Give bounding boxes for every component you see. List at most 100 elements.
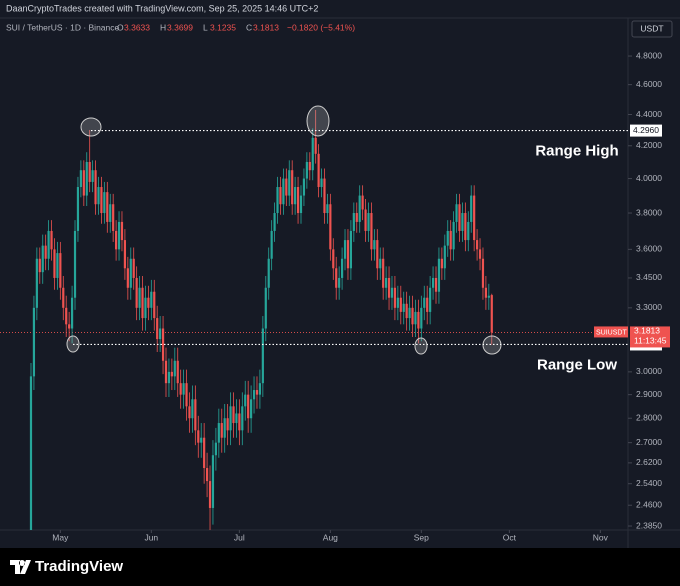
- legend-value: 3.1235: [210, 22, 236, 32]
- candle-body: [329, 204, 332, 250]
- candle-body: [402, 303, 405, 312]
- candle-body: [470, 195, 473, 222]
- candle-body: [238, 413, 241, 431]
- footer: [0, 548, 680, 586]
- y-tick-label: 2.4600: [636, 499, 662, 509]
- x-tick-label: Aug: [323, 532, 338, 542]
- candle-body: [349, 230, 352, 269]
- symbol-label: SUIUSDT: [596, 329, 627, 336]
- candle-body: [179, 383, 182, 395]
- legend-change: −0.1820 (−5.41%): [287, 22, 355, 32]
- logo: TradingView: [35, 558, 123, 575]
- candle-body: [335, 268, 338, 288]
- legend-value: 3.1813: [253, 22, 279, 32]
- candle-body: [100, 187, 103, 214]
- candle-body: [393, 287, 397, 308]
- candle-body: [426, 297, 429, 312]
- candle-body: [458, 204, 461, 231]
- y-tick-label: 2.7000: [636, 437, 662, 447]
- y-tick-label: 2.5400: [636, 478, 662, 488]
- candle-body: [135, 277, 138, 308]
- candle-body: [473, 195, 476, 241]
- candle-body: [332, 249, 335, 269]
- candle-body: [229, 406, 232, 431]
- y-tick-label: 2.6200: [636, 457, 662, 467]
- candle-body: [91, 170, 94, 182]
- candle-body: [361, 195, 364, 210]
- candle-body: [208, 481, 212, 508]
- candle-body: [97, 187, 100, 205]
- candle-body: [270, 230, 273, 259]
- candle-body: [338, 277, 341, 288]
- candle-body: [167, 371, 171, 384]
- candle-body: [62, 287, 65, 308]
- candle-body: [94, 170, 97, 205]
- candle-body: [367, 213, 370, 231]
- candle-body: [343, 240, 347, 259]
- candle-body: [226, 418, 229, 431]
- candle-body: [296, 187, 300, 214]
- candle-body: [161, 328, 165, 361]
- candle-body: [70, 297, 74, 329]
- credit: DaanCryptoTrades created with TradingVie…: [6, 3, 318, 13]
- candle-body: [373, 240, 376, 250]
- candle-body: [217, 423, 220, 443]
- candle-body: [252, 390, 256, 400]
- candle-body: [420, 307, 423, 329]
- candle-body: [247, 394, 250, 419]
- candle-body: [276, 187, 279, 214]
- candle-body: [176, 360, 179, 384]
- candle-body: [267, 258, 270, 288]
- candle-body: [443, 245, 446, 269]
- candle-body: [320, 178, 323, 188]
- candle-body: [153, 291, 156, 319]
- candle-body: [194, 399, 197, 431]
- candle-body: [490, 295, 493, 333]
- candle-body: [408, 307, 411, 319]
- candle-body: [159, 328, 162, 340]
- candle-body: [352, 213, 355, 231]
- candle-body: [144, 297, 147, 319]
- level-name: Range Low: [537, 356, 617, 373]
- candle-body: [35, 258, 38, 308]
- candle-body: [244, 394, 247, 407]
- candle-body: [282, 178, 285, 205]
- candle-body: [437, 258, 441, 292]
- currency-box[interactable]: [631, 20, 673, 38]
- candle-body: [346, 240, 350, 269]
- plot: [0, 109, 628, 530]
- candle-body: [446, 230, 449, 246]
- candle-body: [223, 418, 226, 438]
- candle-body: [132, 258, 135, 278]
- candle-body: [467, 221, 470, 241]
- candle-body: [291, 170, 294, 205]
- candle-body: [305, 161, 308, 179]
- y-tick-label: 4.4000: [636, 109, 662, 119]
- candle-body: [250, 399, 253, 419]
- candle-body: [364, 209, 367, 231]
- candle-body: [326, 204, 329, 214]
- candle-body: [431, 277, 435, 288]
- legend-prefix: L: [203, 22, 208, 32]
- legend-prefix: C: [246, 22, 252, 32]
- candle-body: [429, 287, 432, 312]
- x-tick-label: Jul: [234, 532, 245, 542]
- candle-body: [32, 307, 36, 377]
- candle-body: [76, 187, 80, 231]
- candle-body: [405, 303, 408, 319]
- candle-body: [164, 360, 168, 384]
- candle-body: [279, 187, 282, 205]
- candle-body: [129, 258, 132, 288]
- candle-body: [258, 383, 262, 395]
- candle-body: [358, 195, 361, 222]
- price-box: [630, 326, 670, 348]
- candle-body: [141, 287, 144, 319]
- candle-body: [65, 307, 68, 325]
- circle: [306, 105, 330, 137]
- candle-body: [323, 178, 326, 214]
- candle-body: [232, 406, 235, 424]
- candle-body: [73, 230, 77, 298]
- y-tick-label: 2.8000: [636, 412, 662, 422]
- candle-body: [317, 153, 320, 188]
